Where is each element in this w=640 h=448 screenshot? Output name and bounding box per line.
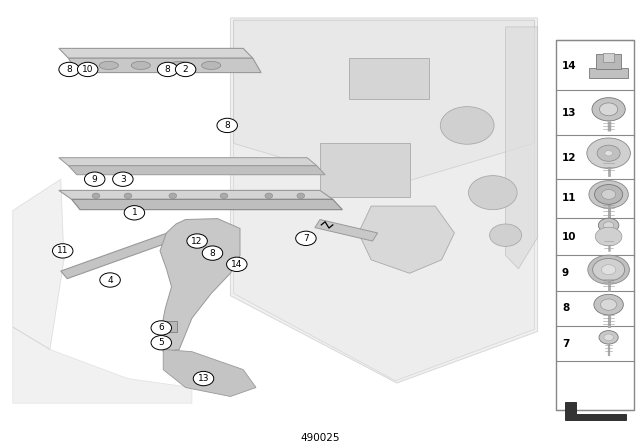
Text: 11: 11 [57,246,68,255]
Text: 8: 8 [562,303,569,313]
Text: 4: 4 [108,276,113,284]
Circle shape [92,193,100,198]
Circle shape [597,145,620,161]
Circle shape [598,218,619,233]
Text: 9: 9 [562,268,569,278]
FancyBboxPatch shape [604,53,614,62]
Text: 12: 12 [191,237,203,246]
Text: 2: 2 [183,65,188,74]
Ellipse shape [99,61,118,69]
Circle shape [151,321,172,335]
Circle shape [600,103,618,116]
Polygon shape [68,58,261,73]
Text: 8: 8 [165,65,170,74]
Ellipse shape [202,61,221,69]
Polygon shape [72,199,342,210]
Polygon shape [506,27,538,269]
Text: 9: 9 [92,175,97,184]
Text: 13: 13 [198,374,209,383]
FancyBboxPatch shape [556,40,634,410]
Text: 1: 1 [132,208,137,217]
Circle shape [124,193,132,198]
Circle shape [602,265,616,275]
Polygon shape [61,228,189,279]
FancyBboxPatch shape [589,68,628,78]
Circle shape [227,257,247,271]
Polygon shape [13,179,64,349]
Polygon shape [59,190,333,199]
Circle shape [594,294,623,315]
Polygon shape [320,143,410,197]
Circle shape [113,172,133,186]
Text: 5: 5 [159,338,164,347]
Polygon shape [234,20,534,381]
Circle shape [100,273,120,287]
Circle shape [52,244,73,258]
Circle shape [595,185,623,204]
Circle shape [592,98,625,121]
Polygon shape [59,158,317,166]
Polygon shape [315,220,378,241]
Circle shape [296,231,316,246]
Circle shape [588,255,629,284]
Text: 8: 8 [225,121,230,130]
Ellipse shape [131,61,150,69]
Circle shape [217,118,237,133]
Circle shape [604,334,613,340]
FancyBboxPatch shape [596,54,621,69]
Polygon shape [163,349,256,396]
Text: 10: 10 [82,65,93,74]
Circle shape [77,62,98,77]
Polygon shape [59,48,253,58]
Circle shape [587,138,630,168]
Circle shape [605,151,612,156]
Circle shape [440,107,494,144]
Circle shape [84,172,105,186]
Circle shape [59,62,79,77]
Circle shape [220,193,228,198]
Circle shape [151,336,172,350]
Circle shape [169,193,177,198]
Text: 10: 10 [562,232,577,241]
Text: 8: 8 [67,65,72,74]
Text: 12: 12 [562,153,577,163]
Text: 14: 14 [231,260,243,269]
Circle shape [187,234,207,248]
Polygon shape [349,58,429,99]
Text: 14: 14 [562,61,577,71]
Circle shape [124,206,145,220]
Polygon shape [234,20,534,188]
Circle shape [157,62,178,77]
Circle shape [589,181,628,208]
Text: 13: 13 [562,108,577,118]
Polygon shape [160,219,240,352]
Polygon shape [358,206,454,273]
Circle shape [593,258,625,281]
Text: 490025: 490025 [300,433,340,443]
Ellipse shape [170,61,189,69]
Polygon shape [68,166,325,175]
Circle shape [193,371,214,386]
Circle shape [602,190,616,199]
Polygon shape [230,18,538,383]
Circle shape [175,62,196,77]
Polygon shape [565,402,626,420]
Circle shape [265,193,273,198]
Text: 8: 8 [210,249,215,258]
Text: 6: 6 [159,323,164,332]
Text: 3: 3 [120,175,125,184]
Text: 7: 7 [562,339,570,349]
Text: 11: 11 [562,193,577,203]
Circle shape [490,224,522,246]
Circle shape [599,331,618,344]
Circle shape [202,246,223,260]
Circle shape [595,227,622,246]
Circle shape [600,299,617,310]
Text: 7: 7 [303,234,308,243]
Circle shape [468,176,517,210]
Polygon shape [13,327,192,403]
FancyBboxPatch shape [156,321,177,332]
Circle shape [297,193,305,198]
Circle shape [604,222,614,229]
